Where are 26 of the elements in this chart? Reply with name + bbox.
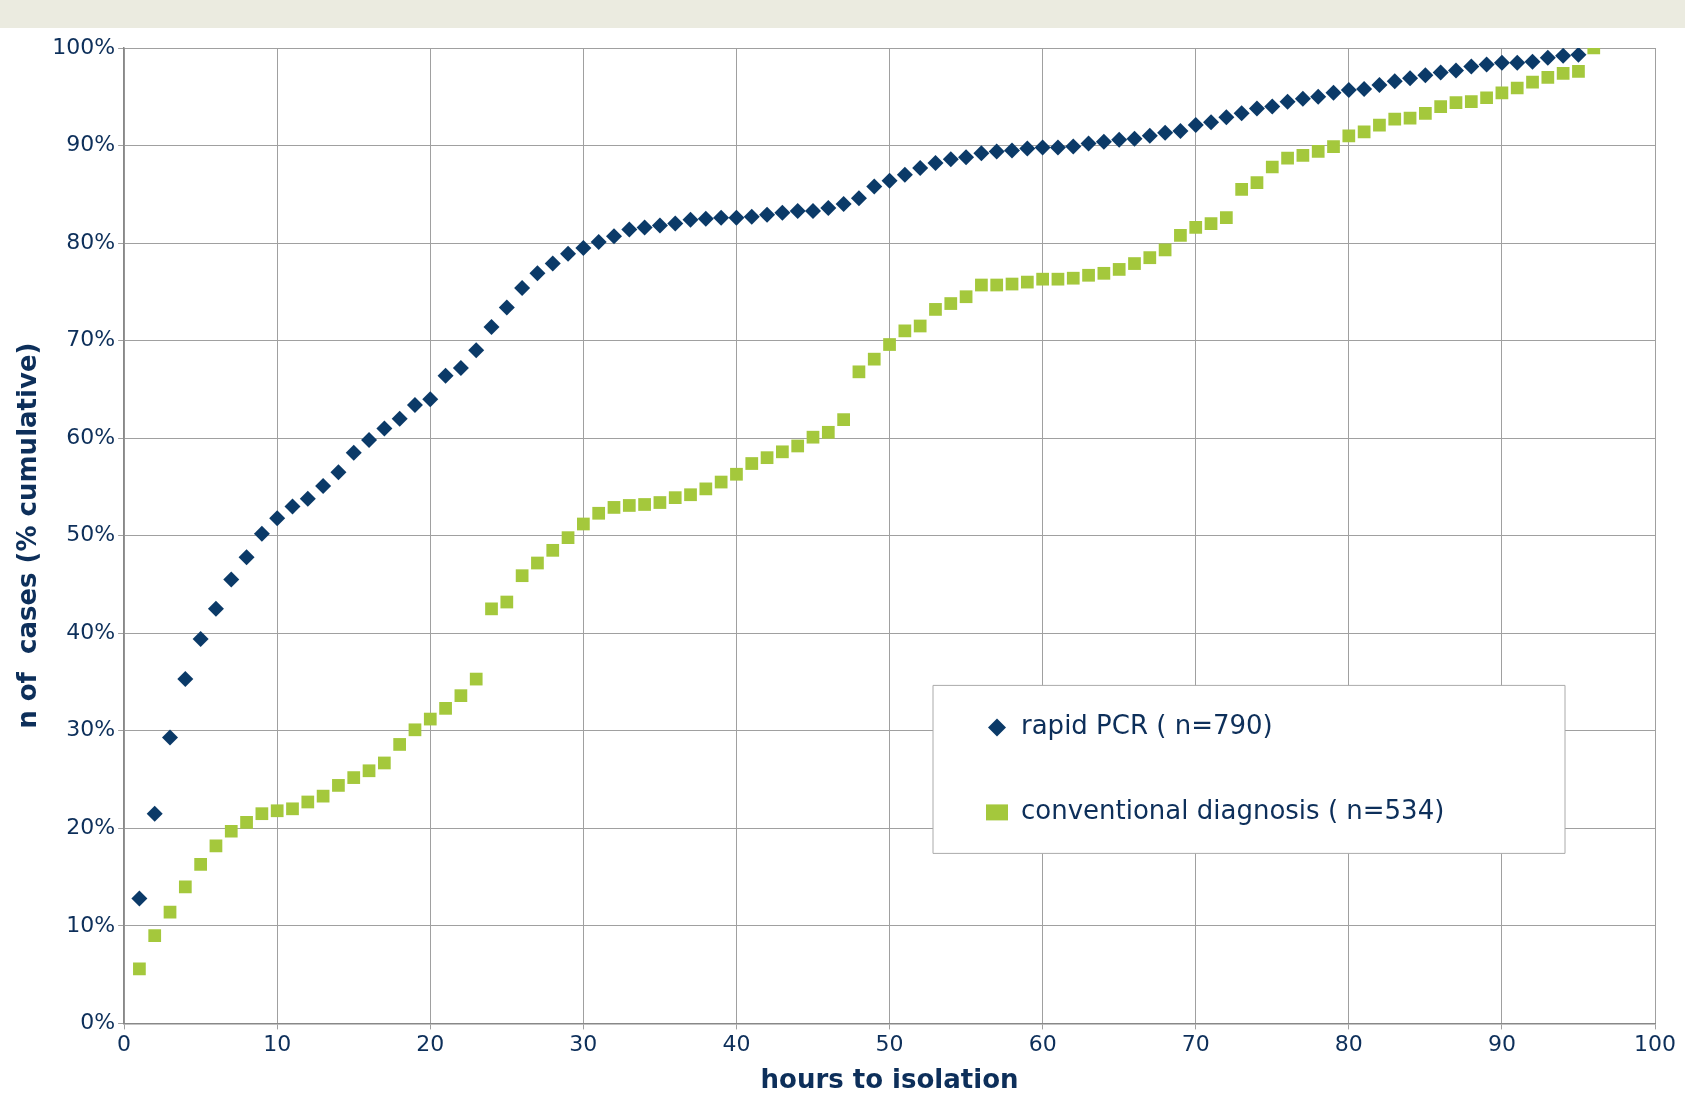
x-tick-label: 20: [416, 1031, 445, 1057]
y-tick-label: 40%: [66, 618, 116, 644]
x-tick-label: 10: [263, 1031, 292, 1057]
y-tick-label: 70%: [66, 326, 116, 352]
y-tick-label: 100%: [52, 33, 116, 59]
y-tick-label: 20%: [66, 814, 116, 840]
x-tick-label: 50: [875, 1031, 904, 1057]
y-axis-title: n of cases (% cumulative): [12, 342, 43, 729]
y-tick-label: 80%: [66, 228, 116, 254]
x-tick-label: 90: [1487, 1031, 1516, 1057]
y-tick-label: 0%: [80, 1009, 116, 1035]
x-tick-label: 100: [1634, 1031, 1676, 1057]
legend-label: conventional diagnosis ( n=534): [1021, 795, 1445, 826]
y-tick-label: 60%: [66, 423, 116, 449]
x-tick-label: 40: [722, 1031, 751, 1057]
y-tick-label: 50%: [66, 521, 116, 547]
y-tick-label: 10%: [66, 911, 116, 937]
x-tick-label: 0: [117, 1031, 132, 1057]
x-tick-label: 60: [1028, 1031, 1057, 1057]
y-tick-label: 90%: [66, 131, 116, 157]
x-axis-title: hours to isolation: [760, 1064, 1019, 1095]
x-tick-label: 30: [569, 1031, 598, 1057]
y-tick-label: 30%: [66, 716, 116, 742]
x-tick-label: 70: [1181, 1031, 1210, 1057]
legend-label: rapid PCR ( n=790): [1021, 710, 1273, 741]
x-tick-label: 80: [1334, 1031, 1363, 1057]
